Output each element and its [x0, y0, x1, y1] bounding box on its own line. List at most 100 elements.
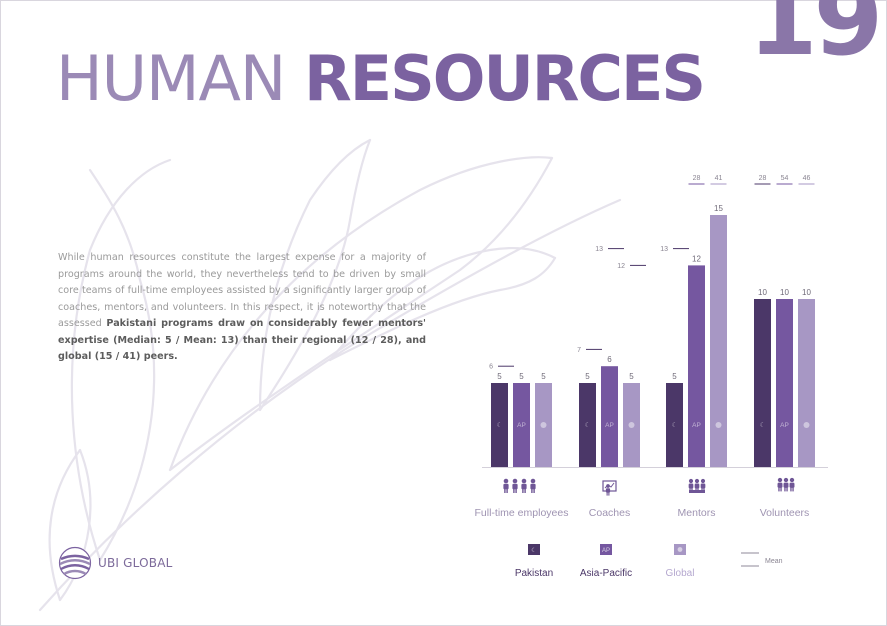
- badge-2-0: ☾: [672, 421, 678, 429]
- bar-0-2: [535, 383, 552, 467]
- category-label-0: Full-time employees: [475, 507, 569, 519]
- legend-pakistan-swatch: [528, 544, 540, 555]
- volunteer-group-icon-p1-leg-r: [786, 487, 788, 492]
- bar-1-0: [579, 383, 596, 467]
- legend-global-label: Global: [666, 568, 695, 579]
- mean-label-0-0: 6: [489, 364, 493, 371]
- volunteer-group-icon-p0-body: [777, 482, 783, 488]
- volunteer-group-icon-p0-leg-l: [778, 487, 780, 492]
- mean-label-3-1: 54: [781, 175, 789, 182]
- bar-3-0: [754, 299, 771, 467]
- data-label-3-0: 10: [758, 288, 767, 297]
- badge-dot-0-2: [540, 422, 547, 428]
- mentor-group-icon-p1-body: [694, 483, 700, 489]
- people-group-icon-p3-head: [530, 478, 536, 484]
- intro-paragraph: While human resources constitute the lar…: [58, 250, 426, 366]
- people-group-icon-p2-body: [521, 483, 527, 490]
- mentor-group-icon-p0-body: [688, 483, 694, 489]
- mean-label-2-2: 41: [715, 175, 723, 182]
- ubi-logo: UBI GLOBAL: [58, 546, 173, 580]
- bar-1-2: [623, 383, 640, 467]
- data-label-0-2: 5: [541, 372, 546, 381]
- volunteer-group-icon-p1-body: [783, 482, 789, 488]
- badge-dot-3-2: [803, 422, 810, 428]
- people-group-icon-p1-head: [512, 478, 518, 484]
- mentor-group-icon-p2-head: [700, 478, 706, 484]
- bar-3-2: [798, 299, 815, 467]
- badge-0-0: ☾: [497, 421, 503, 429]
- legend-mean-label: Mean: [765, 558, 783, 565]
- badge-3-1: AP: [780, 422, 789, 429]
- volunteer-group-icon-p2-leg-l: [790, 487, 792, 492]
- mean-label-1-2: 12: [617, 263, 625, 270]
- people-group-icon-p1-leg-l: [513, 489, 515, 493]
- mean-label-1-0: 7: [577, 347, 581, 354]
- volunteer-group-icon-p2-body: [789, 482, 795, 488]
- people-group-icon-p0-leg-r: [506, 489, 508, 493]
- volunteer-group-icon-p2-head: [789, 477, 795, 483]
- coach-board-icon-person-leg-l: [606, 492, 608, 496]
- logo-text: UBI GLOBAL: [98, 556, 173, 570]
- bar-0-1: [513, 383, 530, 467]
- badge-dot-2-2: [715, 422, 722, 428]
- mentor-group-icon-p2-body: [700, 483, 706, 489]
- page-number: 19: [748, 0, 883, 78]
- page-title: HUMAN RESOURCES: [56, 48, 706, 110]
- data-label-0-1: 5: [519, 372, 524, 381]
- bar-0-0: [491, 383, 508, 467]
- legend-asia-pacific-swatch: [600, 544, 612, 555]
- mentor-group-icon-table: [689, 490, 705, 493]
- data-label-3-2: 10: [802, 288, 811, 297]
- legend-global-badge: [677, 547, 683, 552]
- coach-board-icon-person-body: [605, 488, 611, 493]
- volunteer-group-icon-p1-leg-l: [784, 487, 786, 492]
- badge-1-0: ☾: [585, 421, 591, 429]
- people-group-icon-p0-head: [503, 478, 509, 484]
- volunteer-group-icon-p0-leg-r: [780, 487, 782, 492]
- legend-pakistan-badge: ☾: [531, 547, 536, 554]
- badge-1-1: AP: [605, 422, 614, 429]
- data-label-1-1: 6: [607, 355, 612, 364]
- page-title-light: HUMAN: [56, 42, 304, 115]
- mentor-group-icon-p1-head: [694, 478, 700, 484]
- category-label-3: Volunteers: [760, 507, 810, 519]
- mentor-group-icon-p0-head: [688, 478, 694, 484]
- people-group-icon-p3-leg-r: [533, 489, 535, 493]
- legend-pakistan-label: Pakistan: [515, 568, 553, 579]
- legend-asia-pacific-badge: AP: [602, 548, 610, 554]
- bar-1-1: [601, 366, 618, 467]
- page-title-bold: RESOURCES: [304, 42, 706, 115]
- people-group-icon-p3-body: [530, 483, 536, 490]
- volunteer-group-icon-p2-leg-r: [792, 487, 794, 492]
- coach-board-icon-person-head: [606, 484, 610, 488]
- data-label-2-1: 12: [692, 254, 701, 263]
- ubi-globe-icon: [58, 546, 92, 580]
- mean-label-2-0: 13: [660, 246, 668, 253]
- volunteer-group-icon-p0-head: [777, 477, 783, 483]
- data-label-2-2: 15: [714, 204, 723, 213]
- data-label-0-0: 5: [497, 372, 502, 381]
- bar-2-0: [666, 383, 683, 467]
- category-label-2: Mentors: [678, 507, 716, 519]
- people-group-icon-p1-body: [512, 483, 518, 490]
- category-label-1: Coaches: [589, 507, 630, 519]
- mean-label-1-1: 13: [595, 246, 603, 253]
- bar-3-1: [776, 299, 793, 467]
- intro-highlight: Pakistani programs draw on considerably …: [58, 318, 426, 362]
- data-label-1-2: 5: [629, 372, 634, 381]
- bar-2-2: [710, 215, 727, 467]
- people-group-icon-p0-leg-l: [504, 489, 506, 493]
- badge-2-1: AP: [692, 422, 701, 429]
- people-group-icon-p2-leg-l: [522, 489, 524, 493]
- badge-dot-1-2: [628, 422, 635, 428]
- mean-label-3-0: 28: [759, 175, 767, 182]
- people-group-icon-p2-head: [521, 478, 527, 484]
- volunteer-group-icon-p1-head: [783, 477, 789, 483]
- mean-label-3-2: 46: [803, 175, 811, 182]
- intro-text: While human resources constitute the lar…: [58, 252, 426, 329]
- badge-0-1: AP: [517, 422, 526, 429]
- data-label-3-1: 10: [780, 288, 789, 297]
- mean-label-2-1: 28: [693, 175, 701, 182]
